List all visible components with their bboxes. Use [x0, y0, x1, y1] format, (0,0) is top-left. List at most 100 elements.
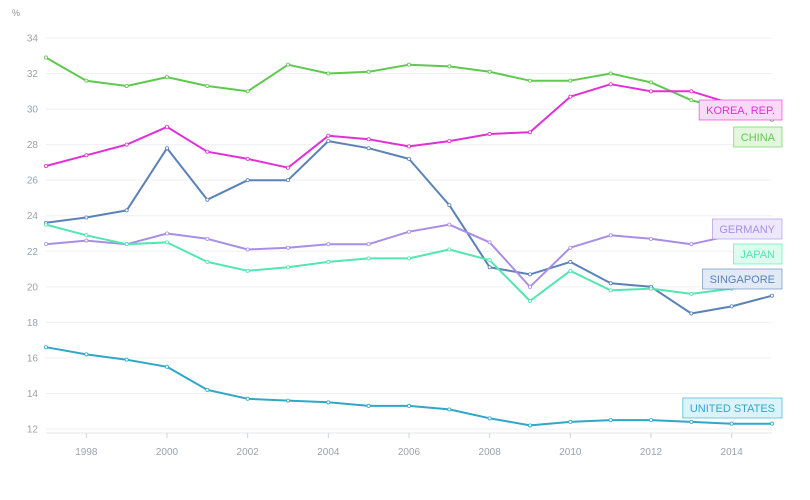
- x-tick-label: 2014: [721, 447, 744, 458]
- data-point: [406, 256, 411, 261]
- data-point: [689, 98, 694, 103]
- data-point: [84, 153, 89, 158]
- data-point: [44, 222, 49, 227]
- data-point: [447, 139, 452, 144]
- data-point: [568, 268, 573, 273]
- data-point: [164, 75, 169, 80]
- data-point: [326, 133, 331, 138]
- data-point: [528, 130, 533, 135]
- data-point: [245, 268, 250, 273]
- data-point: [487, 258, 492, 263]
- data-point: [649, 89, 654, 94]
- y-tick-label: 30: [27, 105, 39, 116]
- series-label-text: JAPAN: [740, 249, 775, 261]
- series-label-box: [712, 218, 783, 240]
- data-point: [689, 291, 694, 296]
- series-label-text: KOREA, REP.: [706, 105, 775, 117]
- x-tick-label: 2004: [317, 447, 340, 458]
- data-point: [84, 78, 89, 83]
- data-point: [245, 89, 250, 94]
- data-point: [608, 418, 613, 423]
- data-point: [568, 245, 573, 250]
- data-point: [285, 62, 290, 67]
- data-point: [326, 400, 331, 405]
- data-point: [568, 259, 573, 264]
- data-point: [366, 137, 371, 142]
- data-point: [568, 78, 573, 83]
- series-label-box: [702, 268, 783, 290]
- data-point: [689, 419, 694, 424]
- data-point: [245, 247, 250, 252]
- y-tick-label: 16: [27, 353, 39, 364]
- data-point: [124, 242, 129, 247]
- series-label: GERMANY: [712, 218, 783, 240]
- data-point: [44, 55, 49, 60]
- data-point: [689, 89, 694, 94]
- series-label: SINGAPORE: [702, 268, 783, 290]
- series-line: [45, 346, 773, 427]
- data-point: [528, 284, 533, 289]
- data-point: [528, 272, 533, 277]
- data-point: [44, 345, 49, 350]
- data-point: [608, 288, 613, 293]
- data-point: [649, 236, 654, 241]
- series-label: CHINA: [733, 126, 783, 148]
- data-point: [205, 197, 210, 202]
- x-tick-label: 2006: [398, 447, 421, 458]
- data-point: [164, 240, 169, 245]
- data-point: [487, 416, 492, 421]
- data-point: [608, 281, 613, 286]
- series-label-text: SINGAPORE: [710, 274, 775, 286]
- data-point: [689, 242, 694, 247]
- series-labels: CHINA KOREA, REP. SINGAPORE GERMANY JAPAN UNI…: [682, 99, 783, 419]
- data-point: [366, 242, 371, 247]
- x-tick-label: 2010: [559, 447, 582, 458]
- x-tick-label: 2012: [640, 447, 663, 458]
- series-japan: [44, 222, 775, 304]
- series-united-states: [44, 345, 775, 428]
- series-label-text: CHINA: [741, 132, 776, 144]
- y-tick-label: 24: [27, 211, 39, 222]
- data-point: [608, 233, 613, 238]
- series-china: [44, 55, 775, 122]
- series-line: [45, 83, 773, 169]
- data-point: [285, 245, 290, 250]
- data-point: [44, 163, 49, 168]
- data-point: [447, 407, 452, 412]
- series-line: [45, 56, 773, 121]
- data-point: [285, 165, 290, 170]
- series-label-box: [698, 99, 783, 121]
- data-point: [528, 299, 533, 304]
- series-lines: [44, 55, 775, 428]
- data-point: [528, 78, 533, 83]
- data-point: [528, 423, 533, 428]
- data-point: [770, 293, 775, 298]
- x-tick-label: 2000: [156, 447, 179, 458]
- data-point: [366, 146, 371, 151]
- data-point: [205, 149, 210, 154]
- series-label-box: [733, 126, 783, 148]
- data-point: [285, 265, 290, 270]
- data-point: [406, 156, 411, 161]
- data-point: [205, 387, 210, 392]
- data-point: [487, 131, 492, 136]
- data-point: [366, 403, 371, 408]
- data-point: [124, 357, 129, 362]
- series-label-text: UNITED STATES: [690, 403, 775, 415]
- data-point: [164, 364, 169, 369]
- data-point: [406, 144, 411, 149]
- data-point: [487, 69, 492, 74]
- data-point: [84, 215, 89, 220]
- data-point: [245, 178, 250, 183]
- data-point: [406, 62, 411, 67]
- data-point: [729, 304, 734, 309]
- series-singapore: [44, 139, 775, 316]
- data-point: [164, 146, 169, 151]
- y-tick-label: 12: [27, 425, 39, 436]
- data-point: [608, 71, 613, 76]
- data-point: [245, 396, 250, 401]
- data-point: [164, 124, 169, 129]
- series-label: UNITED STATES: [682, 397, 783, 419]
